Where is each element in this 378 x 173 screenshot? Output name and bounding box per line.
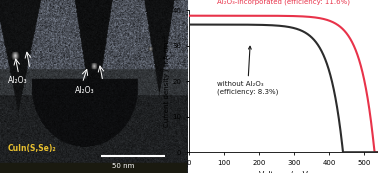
Text: Al₂O₃-incorporated (efficiency: 11.6%): Al₂O₃-incorporated (efficiency: 11.6%) [217,0,350,5]
Text: CuIn(S,Se)₂: CuIn(S,Se)₂ [8,144,56,153]
Bar [0,163,187,173]
X-axis label: Voltage / mV: Voltage / mV [259,171,308,173]
Text: 50 nm: 50 nm [112,163,135,169]
Text: Al₂O₃: Al₂O₃ [8,76,27,85]
Text: Al₂O₃: Al₂O₃ [75,86,94,95]
Text: without Al₂O₃
(efficiency: 8.3%): without Al₂O₃ (efficiency: 8.3%) [217,46,278,95]
Y-axis label: Current density / mA cm⁻²: Current density / mA cm⁻² [163,35,170,127]
